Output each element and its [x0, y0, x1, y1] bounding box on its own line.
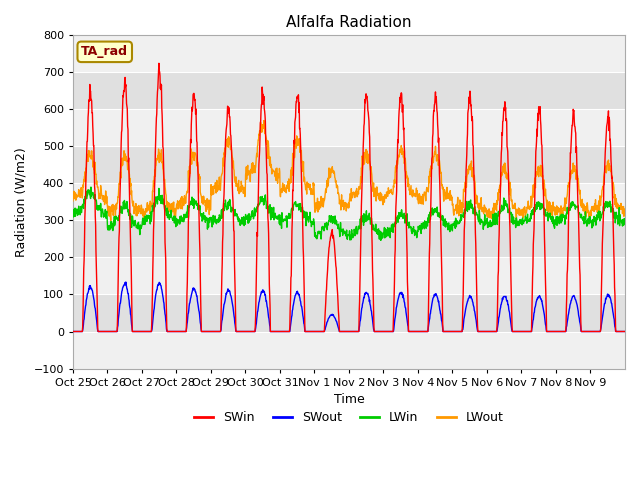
- Title: Alfalfa Radiation: Alfalfa Radiation: [286, 15, 412, 30]
- Y-axis label: Radiation (W/m2): Radiation (W/m2): [15, 147, 28, 257]
- Bar: [73, 36, 625, 72]
- Bar: [73, 183, 625, 220]
- X-axis label: Time: Time: [333, 393, 364, 406]
- Bar: [73, 72, 625, 109]
- Bar: [73, 220, 625, 257]
- Bar: [73, 146, 625, 183]
- Bar: [73, 257, 625, 295]
- Bar: [73, 332, 625, 369]
- Legend: SWin, SWout, LWin, LWout: SWin, SWout, LWin, LWout: [189, 406, 509, 429]
- Bar: [73, 109, 625, 146]
- Text: TA_rad: TA_rad: [81, 45, 128, 59]
- Bar: [73, 295, 625, 332]
